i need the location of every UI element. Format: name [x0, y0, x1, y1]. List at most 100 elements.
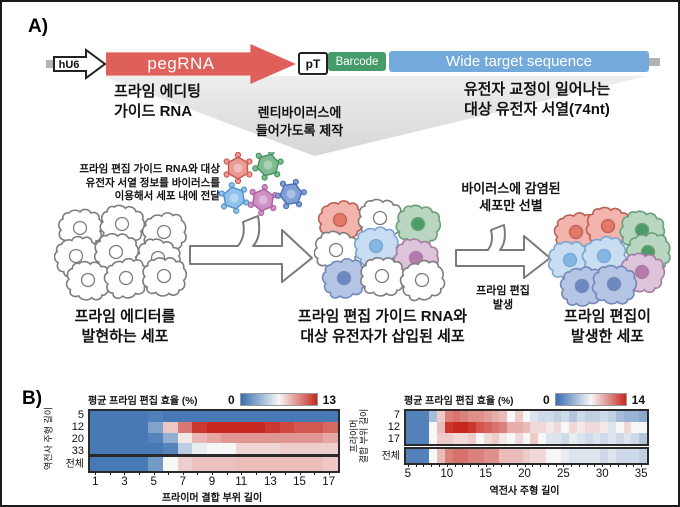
- axis-tick: [109, 472, 111, 475]
- heatmap-row-label: 7: [393, 409, 400, 421]
- heatmap-cell: [592, 449, 601, 463]
- heatmap-cell: [569, 433, 578, 444]
- heatmap-cell: [206, 457, 222, 471]
- heatmap-cell: [90, 411, 105, 422]
- axis-tick: [493, 464, 495, 467]
- heatmap1-grid: [88, 409, 340, 456]
- heatmap2-total-grid: [404, 447, 649, 465]
- axis-tick: [299, 472, 301, 475]
- axis-tick: [438, 464, 440, 467]
- heatmap-cell: [639, 433, 647, 444]
- heatmap-cell: [235, 411, 251, 422]
- heatmap-cell: [104, 457, 120, 471]
- heatmap-cell: [507, 422, 515, 433]
- heatmap-cell: [206, 421, 222, 433]
- heatmap-cell: [499, 449, 508, 463]
- heatmap2-cbar-min: 0: [542, 392, 550, 407]
- heatmap-cell: [235, 432, 251, 444]
- axis-tick: [602, 464, 604, 467]
- heatmap-cell: [514, 411, 523, 422]
- heatmap-cell: [491, 433, 500, 444]
- heatmap-cell: [460, 433, 469, 444]
- heatmap1-x-ticks: 1 3 5 7 9 11 13 15 17: [88, 472, 336, 492]
- heatmap-cell: [221, 457, 236, 471]
- heatmap-cell: [421, 449, 430, 463]
- heatmap1-title: 평균 프라임 편집 효율 (%): [88, 396, 198, 407]
- axis-tick-label: 5: [404, 468, 412, 480]
- heatmap-cell: [545, 449, 554, 463]
- delivery-note: 프라임 편집 가이드 RNA와 대상 유전자 서열 정보를 바이러스를 이용해서…: [79, 163, 220, 203]
- heatmap-cell: [148, 432, 163, 444]
- axis-tick-label: 9: [208, 476, 216, 488]
- axis-tick: [328, 472, 330, 475]
- virus-icon-green: [250, 152, 286, 184]
- axis-tick: [555, 464, 557, 467]
- axis-tick: [547, 464, 549, 467]
- heatmap-cell: [569, 422, 578, 433]
- heatmap-cell: [148, 457, 163, 471]
- heatmap-cell: [90, 457, 105, 471]
- heatmap-cell: [561, 433, 570, 444]
- heatmap-cell: [538, 422, 546, 433]
- heatmap-cell: [452, 433, 461, 444]
- heatmap-cell: [553, 411, 562, 422]
- barcode-label: Barcode: [335, 55, 379, 68]
- heatmap-cell: [631, 422, 640, 433]
- heatmap-cell: [545, 411, 554, 422]
- axis-tick: [501, 464, 503, 467]
- heatmap-cell: [491, 449, 500, 463]
- axis-tick: [578, 464, 580, 467]
- heatmap-cell: [437, 422, 445, 433]
- heatmap-cell: [308, 457, 324, 471]
- heatmap-cell: [437, 411, 445, 422]
- heatmap-cell: [522, 449, 531, 463]
- axis-tick-label: 25: [556, 468, 570, 480]
- heatmap-cell: [569, 411, 578, 422]
- heatmap-cell: [265, 411, 280, 422]
- heatmap-cell: [192, 432, 207, 444]
- heatmap-cell: [90, 421, 105, 433]
- heatmap-cell: [538, 433, 546, 444]
- heatmap-cell: [119, 411, 134, 422]
- axis-tick-label: 17: [322, 476, 336, 488]
- heatmap-cell: [406, 433, 414, 444]
- heatmap-cell: [460, 422, 469, 433]
- heatmap-cell: [483, 411, 492, 422]
- heatmap-cell: [522, 411, 531, 422]
- heatmap-cell: [561, 449, 570, 463]
- panel-b-label: B): [22, 388, 43, 409]
- axis-tick: [563, 464, 565, 467]
- virus-icon-lightblue: [218, 180, 251, 216]
- heatmap-cell: [421, 411, 430, 422]
- virus-icon-blue: [272, 174, 310, 214]
- heatmap-cell: [631, 433, 640, 444]
- heatmap1-colorbar: [239, 393, 318, 406]
- heatmap-cell: [162, 443, 178, 454]
- axis-tick-label: 13: [263, 476, 277, 488]
- heatmap-cell: [279, 457, 295, 471]
- heatmap-cell: [615, 422, 624, 433]
- axis-tick: [470, 464, 472, 467]
- heatmap-cell: [177, 432, 193, 444]
- target-annotation: 유전자 교정이 일어나는 대상 유전자 서열(74nt): [463, 81, 611, 118]
- heatmap-cell: [468, 433, 476, 444]
- heatmap-cell: [250, 457, 266, 471]
- axis-tick: [516, 464, 518, 467]
- heatmap-cell: [584, 411, 593, 422]
- heatmap-cell: [545, 433, 554, 444]
- heatmap2-xlabel: 역전사 주형 길이: [489, 486, 560, 497]
- heatmap-cell: [119, 443, 134, 454]
- heatmap-cell: [323, 432, 338, 444]
- axis-tick: [462, 464, 464, 467]
- axis-tick: [446, 464, 448, 467]
- heatmap-cell: [429, 433, 438, 444]
- heatmap-cell: [429, 422, 438, 433]
- heatmap-cell: [507, 449, 515, 463]
- heatmap1-total-label: 전체: [65, 458, 84, 470]
- axis-tick: [284, 472, 286, 475]
- heatmap-cell: [615, 411, 624, 422]
- heatmap-cell: [90, 432, 105, 444]
- heatmap-cell: [452, 449, 461, 463]
- heatmap-cell: [600, 449, 609, 463]
- arrow-transduction: [189, 215, 313, 283]
